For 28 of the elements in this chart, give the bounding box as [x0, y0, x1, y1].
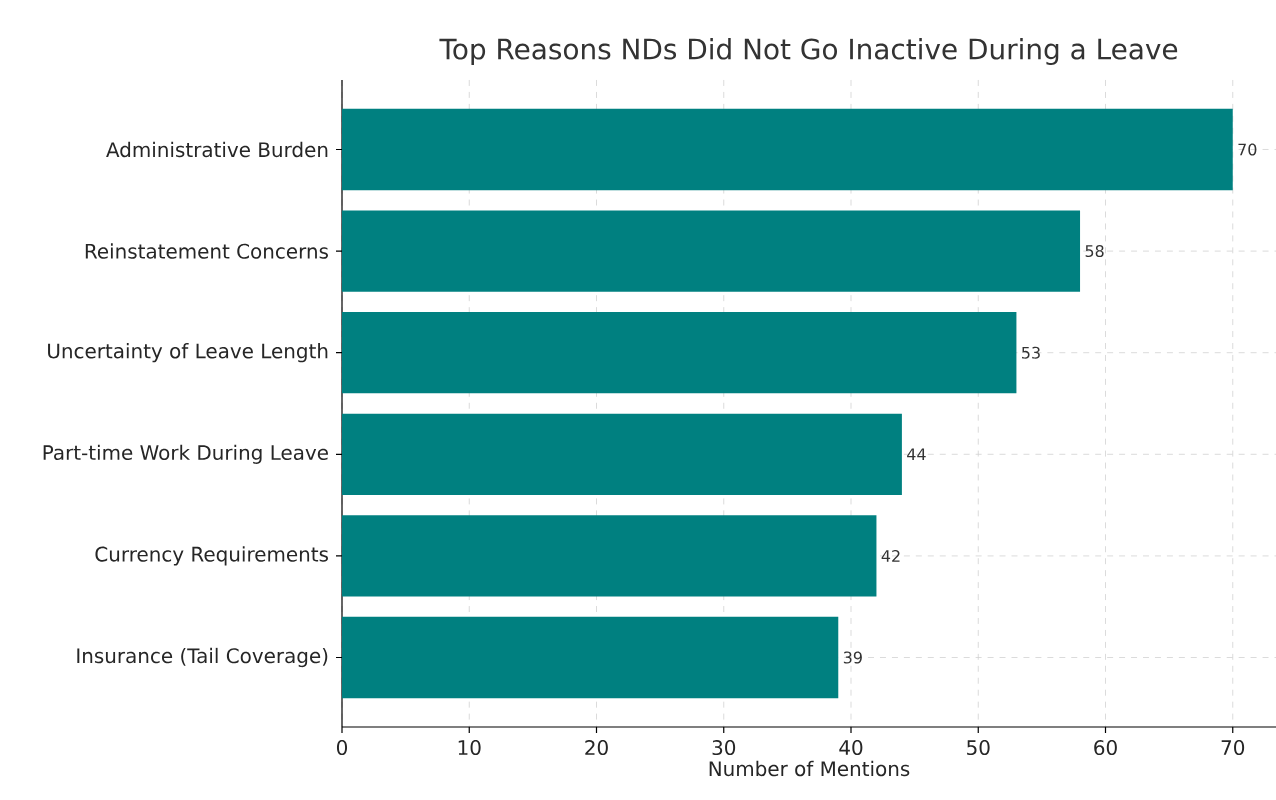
x-axis-title: Number of Mentions [709, 760, 910, 777]
data-label: 70 [1238, 143, 1257, 156]
y-tick-label: Currency Requirements [95, 546, 328, 566]
y-tick-label: Administrative Burden [106, 141, 328, 158]
data-label: 42 [881, 549, 900, 562]
x-tick-label: 10 [458, 740, 481, 756]
y-tick-label: Part-time Work During Leave [43, 444, 328, 464]
bar [342, 413, 902, 495]
x-tick-label: 40 [839, 740, 863, 756]
bar [342, 210, 1081, 292]
data-label: 44 [907, 448, 926, 461]
x-tick-label: 60 [1094, 740, 1117, 756]
x-tick-label: 30 [712, 740, 736, 756]
y-tick-label: Insurance (Tail Coverage) [77, 647, 328, 668]
bar [342, 616, 839, 699]
y-tick-label: Uncertainty of Leave Length [48, 343, 328, 363]
x-tick-label: 0 [336, 740, 348, 756]
data-label: 58 [1085, 245, 1104, 258]
x-tick-label: 50 [967, 740, 990, 756]
data-label: 39 [843, 651, 862, 664]
y-tick-label: Reinstatement Concerns [85, 243, 328, 259]
chart-title: Top Reasons NDs Did Not Go Inactive During a Leave [439, 38, 1178, 66]
data-label: 53 [1022, 346, 1040, 359]
bar [342, 515, 877, 597]
x-tick-label: 70 [1221, 740, 1245, 756]
x-tick-label: 20 [585, 740, 608, 756]
bar [342, 312, 1017, 394]
bar [342, 108, 1233, 191]
